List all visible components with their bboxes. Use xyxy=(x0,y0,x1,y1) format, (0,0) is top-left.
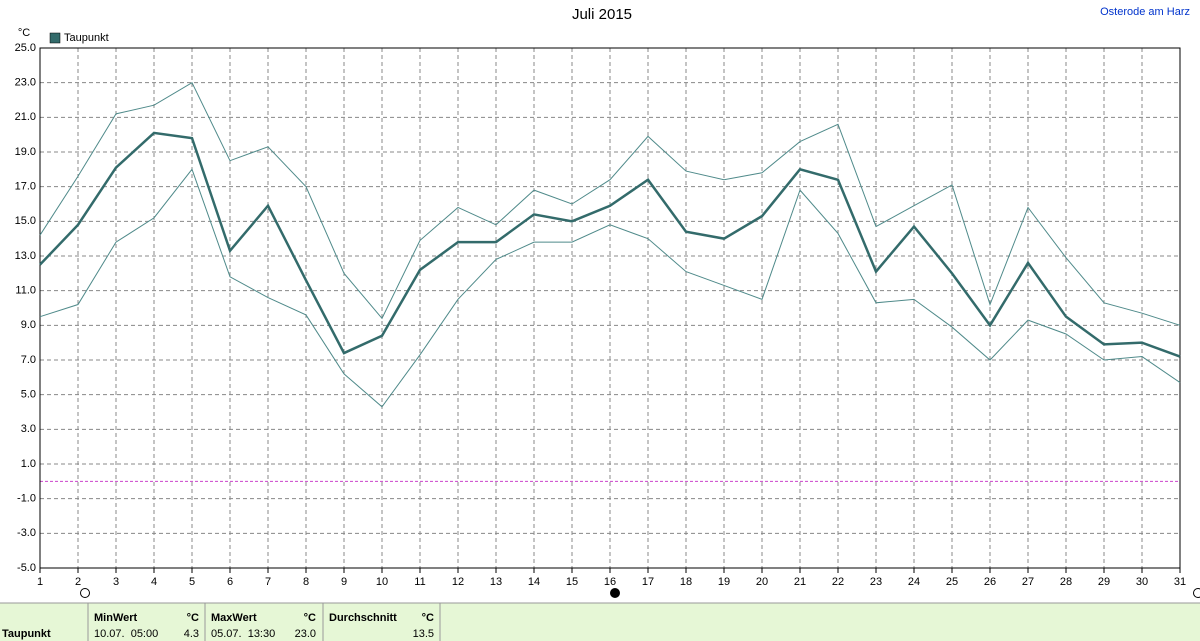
y-tick-label: 17.0 xyxy=(15,181,36,193)
y-tick-label: 7.0 xyxy=(21,354,36,366)
x-tick-label: 11 xyxy=(414,576,425,588)
x-tick-label: 22 xyxy=(832,576,844,588)
location: Osterode am Harz xyxy=(1100,6,1190,18)
y-tick-label: -5.0 xyxy=(17,562,36,574)
series-line xyxy=(39,168,1181,408)
column-unit: °C xyxy=(187,612,199,624)
moon-icon xyxy=(1193,588,1200,598)
y-tick-label: 13.0 xyxy=(15,250,36,262)
column-unit: °C xyxy=(304,612,316,624)
x-tick-label: 18 xyxy=(680,576,692,588)
x-tick-label: 27 xyxy=(1022,576,1034,588)
x-tick-label: 8 xyxy=(303,576,309,588)
x-tick-label: 21 xyxy=(794,576,806,588)
x-tick-label: 12 xyxy=(452,576,464,588)
chart-title: Juli 2015 xyxy=(572,6,632,23)
x-tick-label: 13 xyxy=(490,576,502,588)
column-value: 4.3 xyxy=(184,628,199,640)
y-tick-label: 23.0 xyxy=(15,77,36,89)
x-tick-label: 6 xyxy=(227,576,233,588)
row-label: Taupunkt xyxy=(2,628,51,640)
x-tick-label: 29 xyxy=(1098,576,1110,588)
column-header: Durchschnitt xyxy=(329,612,397,624)
x-tick-label: 5 xyxy=(189,576,195,588)
y-tick-label: 25.0 xyxy=(15,42,36,54)
x-tick-label: 4 xyxy=(151,576,157,588)
series-line xyxy=(39,81,1181,326)
moon-icon xyxy=(610,588,620,598)
x-tick-label: 3 xyxy=(113,576,119,588)
x-tick-label: 7 xyxy=(265,576,271,588)
x-tick-label: 25 xyxy=(946,576,958,588)
x-tick-label: 19 xyxy=(718,576,730,588)
y-tick-label: 9.0 xyxy=(21,319,36,331)
x-tick-label: 16 xyxy=(604,576,616,588)
x-tick-label: 24 xyxy=(908,576,920,588)
y-tick-label: -3.0 xyxy=(17,527,36,539)
y-tick-label: -1.0 xyxy=(17,493,36,505)
column-time: 10.07. 05:00 xyxy=(94,628,158,640)
y-tick-label: 21.0 xyxy=(15,111,36,123)
x-tick-label: 2 xyxy=(75,576,81,588)
legend-swatch xyxy=(49,32,61,44)
x-tick-label: 10 xyxy=(376,576,388,588)
y-tick-label: 15.0 xyxy=(15,215,36,227)
column-unit: °C xyxy=(422,612,434,624)
y-tick-label: 3.0 xyxy=(21,423,36,435)
y-unit: °C xyxy=(18,27,30,39)
column-time: 05.07. 13:30 xyxy=(211,628,275,640)
y-tick-label: 11.0 xyxy=(15,285,36,297)
y-tick-label: 1.0 xyxy=(21,458,36,470)
column-value: 23.0 xyxy=(295,628,316,640)
x-tick-label: 20 xyxy=(756,576,768,588)
x-tick-label: 17 xyxy=(642,576,654,588)
x-tick-label: 30 xyxy=(1136,576,1148,588)
x-tick-label: 26 xyxy=(984,576,996,588)
summary-table: Taupunkt MinWert °C 10.07. 05:00 4.3 MaxWert °… xyxy=(2,603,441,641)
column-value: 13.5 xyxy=(413,628,434,640)
moon-icon xyxy=(80,588,90,598)
x-tick-label: 31 xyxy=(1174,576,1186,588)
plot-area xyxy=(39,47,1181,569)
x-tick-label: 1 xyxy=(37,576,43,588)
x-tick-label: 14 xyxy=(528,576,540,588)
summary-panel xyxy=(0,603,1200,641)
y-tick-label: 19.0 xyxy=(15,146,36,158)
series-line xyxy=(39,131,1181,358)
legend-label: Taupunkt xyxy=(64,32,109,44)
y-tick-label: 5.0 xyxy=(21,389,36,401)
x-tick-label: 15 xyxy=(566,576,578,588)
x-tick-label: 23 xyxy=(870,576,882,588)
column-header: MaxWert xyxy=(211,612,257,624)
x-tick-label: 9 xyxy=(341,576,347,588)
column-header: MinWert xyxy=(94,612,138,624)
x-tick-label: 28 xyxy=(1060,576,1072,588)
